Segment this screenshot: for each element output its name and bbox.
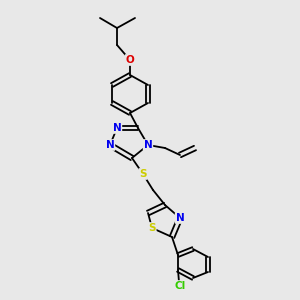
Text: Cl: Cl (174, 281, 186, 291)
Text: N: N (106, 140, 114, 150)
Text: O: O (126, 55, 134, 65)
Text: S: S (148, 223, 156, 233)
Text: N: N (176, 213, 184, 223)
Text: N: N (112, 123, 122, 133)
Text: S: S (139, 169, 147, 179)
Text: N: N (144, 140, 152, 150)
